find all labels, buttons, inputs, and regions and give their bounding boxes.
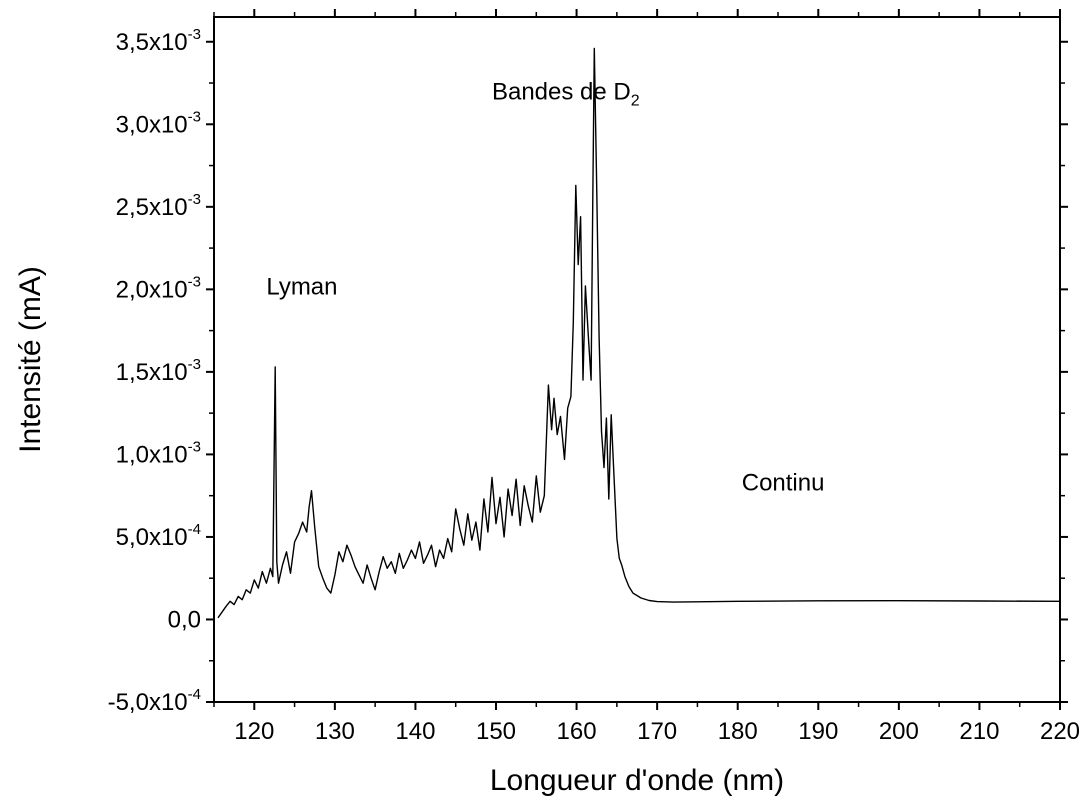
plot-border xyxy=(213,16,1061,703)
y-tick-label: 5,0x10-4 xyxy=(116,521,201,551)
x-tick-label: 180 xyxy=(718,718,758,745)
x-tick-label: 220 xyxy=(1040,718,1080,745)
x-tick-label: 200 xyxy=(879,718,919,745)
series-line xyxy=(217,47,1061,619)
y-tick-label: 3,0x10-3 xyxy=(116,108,201,138)
x-axis-ticks: 120 130 140 150 160 170 180 190 200 210 220 xyxy=(213,9,1080,745)
plot-frame xyxy=(213,16,1061,703)
annotation-label: Continu xyxy=(742,470,825,497)
x-axis-title: Longueur d'onde (nm) xyxy=(490,764,784,797)
x-tick-label: 190 xyxy=(798,718,838,745)
x-tick-label: 170 xyxy=(637,718,677,745)
y-tick-label: -5,0x10-4 xyxy=(108,686,201,716)
y-tick-label: 3,5x10-3 xyxy=(116,26,201,56)
x-tick-label: 140 xyxy=(395,718,435,745)
x-tick-label: 160 xyxy=(557,718,597,745)
y-tick-label: 0,0 xyxy=(168,606,201,633)
y-tick-label: 1,5x10-3 xyxy=(116,356,201,386)
annotation-label: Bandes de D2 xyxy=(492,79,640,110)
x-tick-label: 210 xyxy=(959,718,999,745)
y-axis-title: Intensité (mA) xyxy=(14,266,47,453)
y-tick-label: 2,5x10-3 xyxy=(116,191,201,221)
x-tick-label: 130 xyxy=(315,718,355,745)
annotation-label: Lyman xyxy=(266,273,337,300)
y-axis-ticks: -5,0x10-4 0,0 5,0x10-4 1,0x10-3 1,5x10-3 2,0x… xyxy=(108,26,1068,716)
annotations: Lyman Bandes de D2 Continu xyxy=(266,79,824,497)
x-tick-label: 150 xyxy=(476,718,516,745)
y-tick-label: 1,0x10-3 xyxy=(116,438,201,468)
x-tick-label: 120 xyxy=(234,718,274,745)
y-tick-label: 2,0x10-3 xyxy=(116,273,201,303)
series-layer xyxy=(217,47,1061,619)
